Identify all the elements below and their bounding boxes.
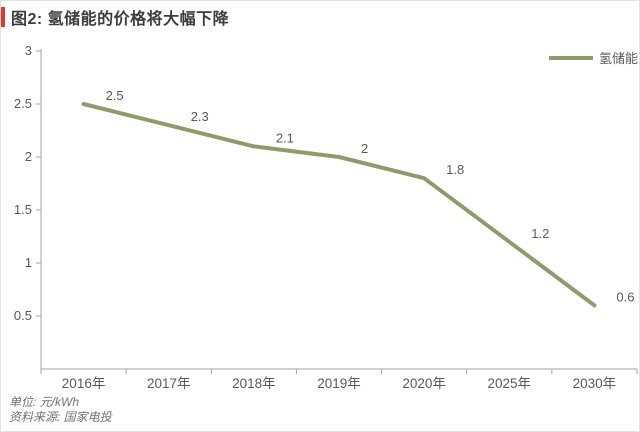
data-series — [81, 102, 597, 308]
y-tick-label: 3 — [25, 43, 32, 58]
x-category-label: 2020年 — [402, 376, 446, 391]
data-point-label: 2.1 — [276, 130, 294, 145]
legend: 氢储能 — [549, 51, 638, 66]
data-point-label: 0.6 — [616, 289, 634, 304]
x-category-label: 2030年 — [573, 376, 617, 391]
x-category-label: 2019年 — [317, 376, 361, 391]
chart-footer: 单位: 元/kWh 资料来源: 国家电投 — [9, 395, 112, 425]
data-point-label: 2 — [361, 141, 368, 156]
y-tick-label: 2.5 — [14, 96, 32, 111]
chart-header: 图2: 氢储能的价格将大幅下降 — [1, 5, 229, 29]
source-note: 资料来源: 国家电投 — [9, 410, 112, 424]
axes — [40, 49, 637, 370]
x-category-label: 2018年 — [232, 376, 276, 391]
legend-label: 氢储能 — [599, 51, 638, 66]
data-labels: 2.5 2.3 2.1 2 1.8 1.2 0.6 — [106, 88, 635, 304]
x-category-label: 2025年 — [488, 376, 532, 391]
y-tick-label: 0.5 — [14, 308, 32, 323]
x-category-label: 2017年 — [147, 376, 191, 391]
price-decline-line-chart: 氢储能 0.5 1 1.5 2 2.5 3 2016年 2017年 2018年 2019年 202… — [14, 43, 638, 391]
data-point-label: 1.2 — [531, 226, 549, 241]
axis-lines — [40, 49, 637, 370]
y-tick-label: 1 — [25, 255, 32, 270]
y-axis-ticks: 0.5 1 1.5 2 2.5 3 — [14, 43, 41, 323]
unit-note: 单位: 元/kWh — [9, 395, 80, 409]
data-point-label: 1.8 — [446, 162, 464, 177]
chart-title: 图2: 氢储能的价格将大幅下降 — [11, 11, 230, 28]
data-point-label: 2.5 — [106, 88, 124, 103]
chart-area: 氢储能 0.5 1 1.5 2 2.5 3 2016年 2017年 2018年 2019年 202… — [1, 35, 639, 391]
x-category-label: 2016年 — [62, 376, 106, 391]
y-tick-label: 1.5 — [14, 202, 32, 217]
x-axis-ticks: 2016年 2017年 2018年 2019年 2020年 2025年 2030年 — [40, 369, 638, 391]
data-point-label: 2.3 — [191, 109, 209, 124]
y-tick-label: 2 — [25, 149, 32, 164]
title-accent-bar — [1, 7, 5, 27]
series-line — [81, 102, 597, 308]
